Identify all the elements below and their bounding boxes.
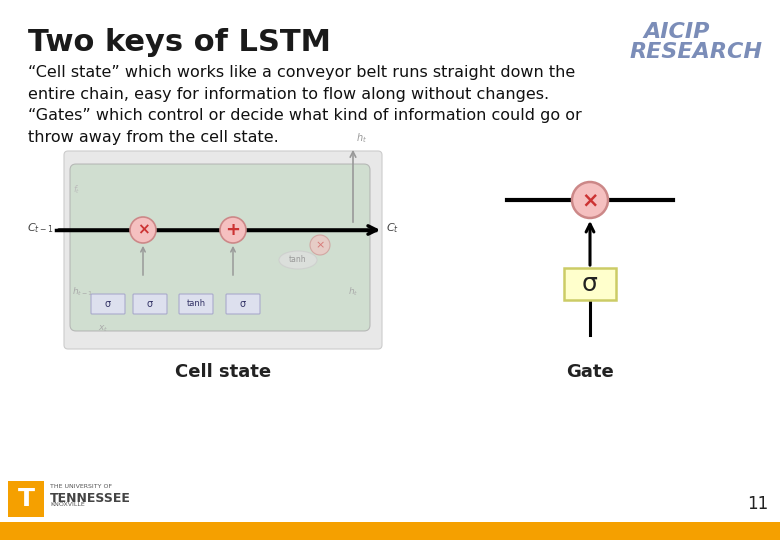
Text: $C_t$: $C_t$ xyxy=(386,221,399,235)
FancyBboxPatch shape xyxy=(179,294,213,314)
Ellipse shape xyxy=(279,251,317,269)
Text: ×: × xyxy=(315,240,324,250)
FancyBboxPatch shape xyxy=(64,151,382,349)
Text: $h_{t-1}$: $h_{t-1}$ xyxy=(72,285,94,298)
Text: ×: × xyxy=(136,222,150,238)
Circle shape xyxy=(130,217,156,243)
Text: Cell state: Cell state xyxy=(175,363,271,381)
Bar xyxy=(0,522,780,540)
Text: Two keys of LSTM: Two keys of LSTM xyxy=(28,28,331,57)
Text: $f_t$: $f_t$ xyxy=(73,184,80,196)
Text: $h_t$: $h_t$ xyxy=(356,131,367,145)
Text: THE UNIVERSITY OF: THE UNIVERSITY OF xyxy=(50,484,112,489)
Circle shape xyxy=(220,217,246,243)
Text: KNOXVILLE: KNOXVILLE xyxy=(50,502,85,507)
Text: $x_t$: $x_t$ xyxy=(98,323,108,334)
Text: 11: 11 xyxy=(747,495,768,513)
Circle shape xyxy=(572,182,608,218)
Text: TENNESSEE: TENNESSEE xyxy=(50,492,131,505)
Text: σ: σ xyxy=(147,299,153,309)
Text: Gate: Gate xyxy=(566,363,614,381)
Text: tanh: tanh xyxy=(186,300,206,308)
FancyBboxPatch shape xyxy=(564,268,616,300)
FancyBboxPatch shape xyxy=(226,294,260,314)
Text: +: + xyxy=(225,221,240,239)
FancyBboxPatch shape xyxy=(133,294,167,314)
Text: $C_{t-1}$: $C_{t-1}$ xyxy=(27,221,54,235)
Text: T: T xyxy=(17,487,34,511)
Text: σ: σ xyxy=(240,299,246,309)
Text: $h_t$: $h_t$ xyxy=(348,285,358,298)
Text: “Cell state” which works like a conveyor belt runs straight down the
entire chai: “Cell state” which works like a conveyor… xyxy=(28,65,582,145)
Text: σ: σ xyxy=(105,299,111,309)
Text: AICIP: AICIP xyxy=(643,22,709,42)
Text: RESEARCH: RESEARCH xyxy=(630,42,763,62)
Text: σ: σ xyxy=(582,272,598,296)
FancyBboxPatch shape xyxy=(70,164,370,331)
Bar xyxy=(8,481,44,517)
Circle shape xyxy=(310,235,330,255)
FancyBboxPatch shape xyxy=(91,294,125,314)
Text: tanh: tanh xyxy=(289,255,307,265)
Text: ×: × xyxy=(581,190,599,210)
